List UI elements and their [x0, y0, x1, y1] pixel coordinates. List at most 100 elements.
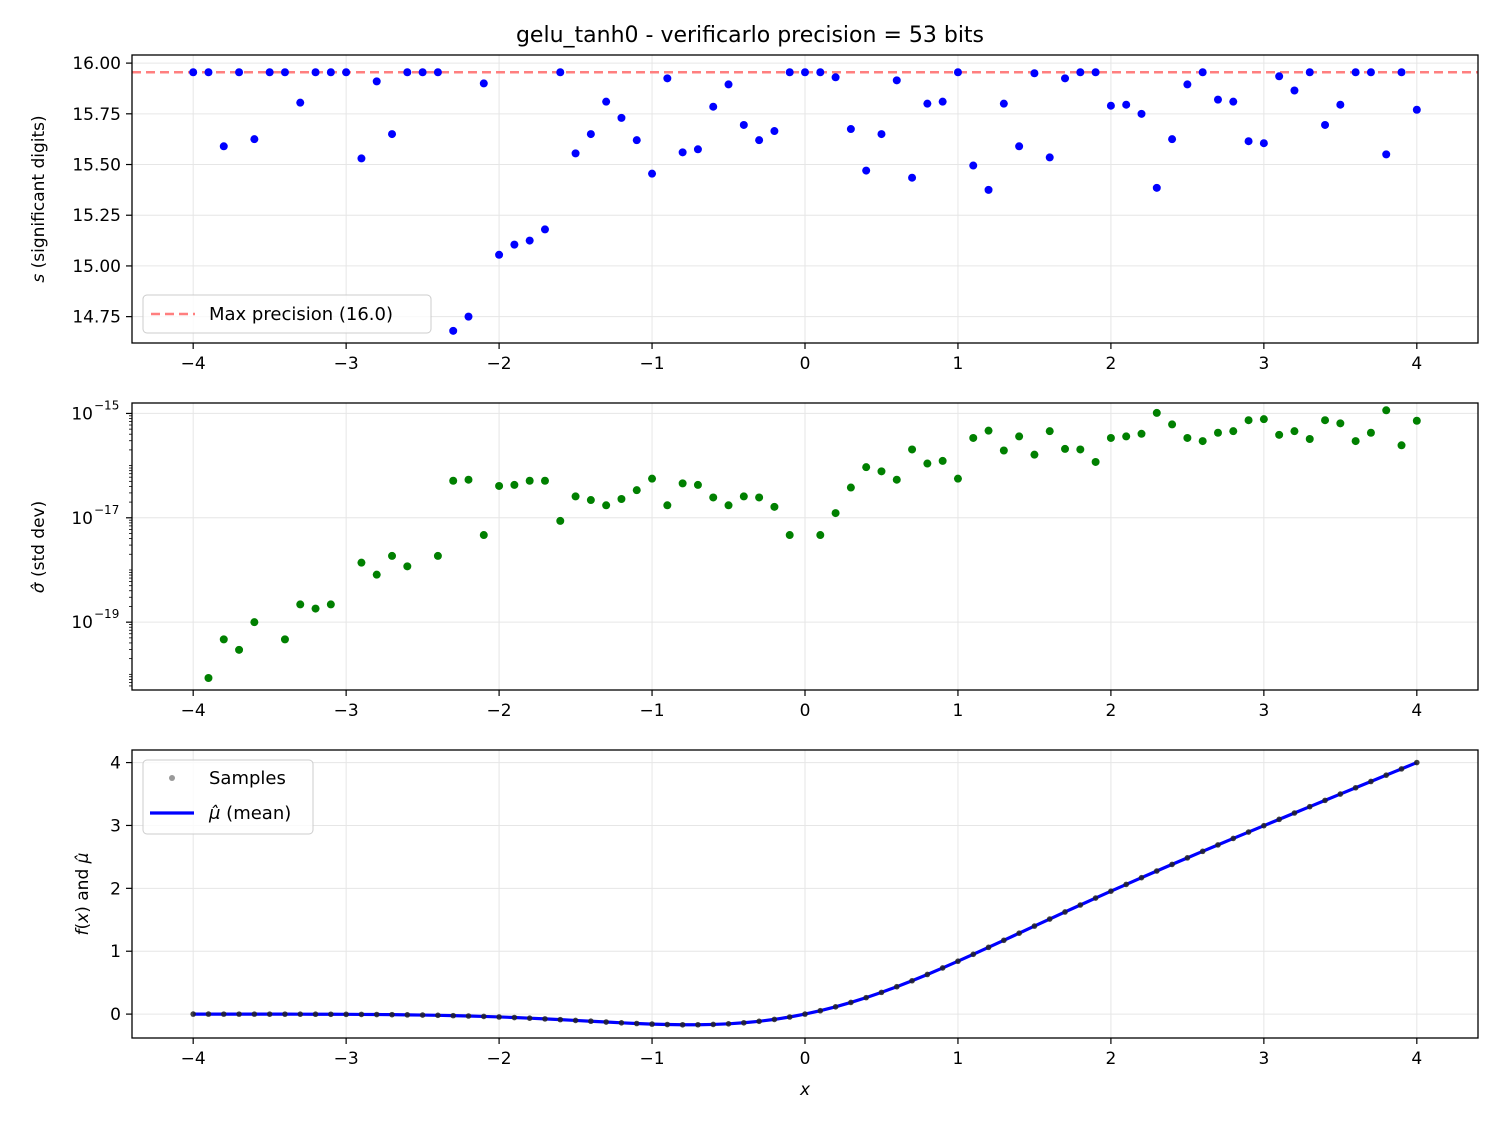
mid-data-point	[449, 476, 458, 485]
mid-data-point	[235, 645, 244, 654]
mid-data-point	[1122, 432, 1131, 441]
top-data-point	[311, 68, 320, 77]
top-data-point	[235, 68, 244, 77]
mid-data-point	[739, 492, 748, 501]
mid-data-point	[372, 570, 381, 579]
mid-data-point	[204, 673, 213, 682]
sample-point	[863, 994, 869, 1001]
sample-point	[480, 1013, 487, 1020]
mid-data-point	[556, 516, 565, 525]
sample-point	[1046, 916, 1053, 922]
mid-data-point	[969, 433, 978, 442]
top-data-point	[372, 77, 381, 86]
sample-point	[511, 1014, 518, 1021]
mid-data-point	[632, 486, 641, 495]
mid-xtick-label: −1	[640, 701, 665, 721]
sample-point	[236, 1011, 242, 1017]
mid-data-point	[709, 493, 718, 502]
top-ytick-label: 15.75	[72, 105, 121, 125]
top-data-point	[1213, 95, 1222, 104]
top-data-point	[1321, 120, 1330, 129]
mid-data-point	[617, 495, 626, 504]
sample-point	[1031, 923, 1038, 929]
sample-point	[1215, 842, 1221, 848]
sample-point	[1001, 937, 1007, 944]
top-data-point	[1198, 68, 1207, 77]
mid-data-point	[1244, 416, 1253, 425]
sample-point	[970, 951, 977, 958]
mid-data-point	[1076, 445, 1085, 454]
bot-ytick-label: 4	[110, 754, 121, 774]
top-data-point	[617, 113, 626, 122]
bot-ytick-label: 3	[110, 816, 121, 836]
mid-data-point	[280, 635, 289, 644]
bot-ytick-label: 2	[110, 879, 121, 899]
mid-data-point	[892, 475, 901, 484]
top-data-point	[923, 99, 932, 108]
sample-point	[282, 1011, 288, 1017]
top-data-point	[1106, 101, 1115, 110]
top-data-point	[1275, 72, 1284, 81]
sample-point	[328, 1011, 334, 1018]
top-data-point	[892, 76, 901, 85]
top-data-point	[1229, 97, 1238, 106]
bot-grid	[132, 750, 1478, 1038]
mid-ytick-exponent: −15	[94, 398, 119, 412]
top-data-point	[770, 127, 779, 136]
mid-data-point	[433, 551, 442, 560]
mid-data-point	[755, 493, 764, 502]
top-data-point	[479, 79, 488, 88]
mid-data-point	[877, 467, 886, 476]
top-data-point	[571, 149, 580, 158]
sample-point	[205, 1011, 212, 1017]
mid-data-point	[1229, 427, 1238, 436]
mid-xtick-label: 0	[800, 701, 811, 721]
mid-data-point	[1045, 427, 1054, 436]
top-data-point	[1244, 137, 1253, 146]
sample-point	[1123, 881, 1130, 888]
top-grid	[132, 55, 1478, 343]
mid-data-point	[1213, 428, 1222, 437]
sample-point	[404, 1012, 411, 1018]
mid-xtick-label: 3	[1258, 701, 1269, 721]
legend-mean-label: μ̂ (mean)	[208, 803, 291, 824]
top-ytick-label: 15.25	[72, 206, 121, 226]
top-xtick-label: 0	[800, 354, 811, 374]
mid-data-point	[1152, 408, 1161, 417]
top-data-point	[693, 145, 702, 154]
mid-data-point	[495, 481, 504, 490]
mid-ytick-exponent: −17	[94, 503, 119, 517]
bot-xtick-label: −2	[487, 1049, 512, 1069]
top-data-point	[510, 240, 519, 249]
mid-data-point	[1198, 437, 1207, 446]
top-xtick-label: −3	[334, 354, 359, 374]
sample-point	[710, 1021, 717, 1028]
sample-point	[1092, 895, 1099, 901]
sample-point	[1291, 810, 1298, 816]
top-data-point	[495, 250, 504, 259]
top-legend: Max precision (16.0)	[142, 294, 432, 334]
bot-y-ticks: 0 1 2 3 4	[110, 754, 132, 1025]
top-data-point	[877, 130, 886, 139]
top-y-ticks: 14.75 15.00 15.25 15.50 15.75 16.00	[72, 54, 132, 328]
mid-data-point	[984, 426, 993, 435]
sample-point	[251, 1011, 258, 1017]
mid-data-point	[1366, 428, 1375, 437]
top-data-point	[204, 68, 213, 77]
top-data-point	[1412, 105, 1421, 114]
sample-point	[1276, 816, 1282, 823]
mid-data-point	[510, 480, 519, 489]
top-ytick-label: 15.50	[72, 156, 121, 176]
sample-point	[572, 1017, 579, 1024]
top-data-point	[678, 148, 687, 157]
top-data-point	[785, 68, 794, 77]
sample-point	[1077, 902, 1084, 908]
top-xtick-label: 2	[1105, 354, 1116, 374]
mid-y-axis-label: σ̂ (std dev)	[29, 501, 49, 593]
bot-xtick-label: 1	[953, 1049, 964, 1069]
sample-point	[909, 977, 915, 984]
mid-data-point	[219, 635, 228, 644]
legend-samples-label: Samples	[209, 768, 286, 789]
mid-ytick-label: 10	[71, 404, 93, 424]
